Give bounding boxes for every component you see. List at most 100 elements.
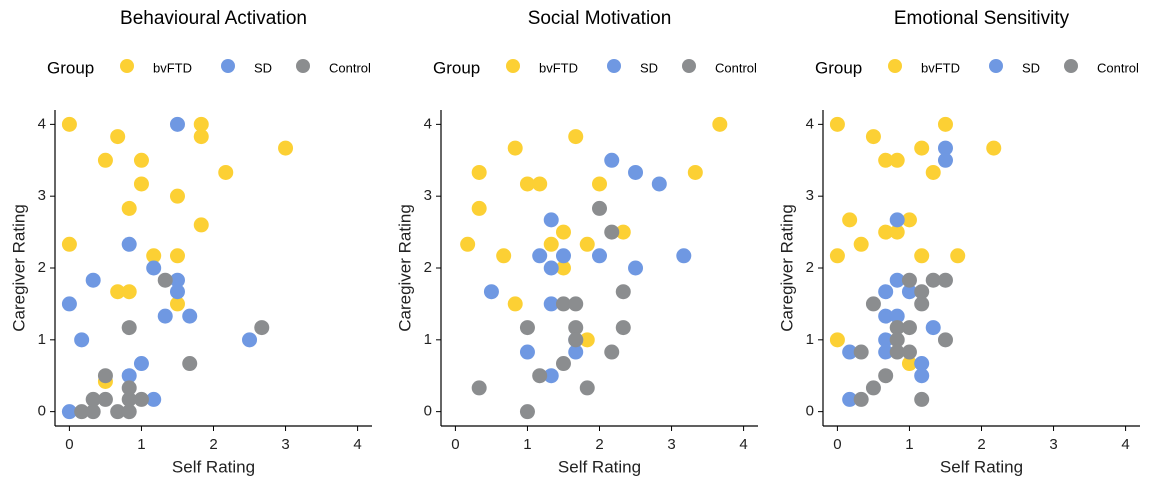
x-tick-label: 0 xyxy=(833,436,841,453)
x-tick-label: 2 xyxy=(595,436,603,453)
point xyxy=(842,212,858,228)
point xyxy=(543,212,559,228)
point xyxy=(61,296,77,312)
point xyxy=(182,308,198,324)
point xyxy=(914,140,930,156)
point xyxy=(121,380,137,396)
point xyxy=(169,284,185,300)
point xyxy=(555,248,571,264)
point xyxy=(471,200,487,216)
legend-label: bvFTD xyxy=(539,60,578,75)
point xyxy=(914,391,930,407)
point xyxy=(878,284,894,300)
point xyxy=(579,236,595,252)
point xyxy=(519,176,535,192)
y-tick-label: 0 xyxy=(806,403,814,420)
point xyxy=(568,344,584,360)
point xyxy=(901,272,917,288)
point xyxy=(853,344,869,360)
point xyxy=(543,260,559,276)
legend-marker xyxy=(221,59,235,73)
legend-title: Group xyxy=(47,58,94,77)
point xyxy=(914,368,930,384)
legend-marker xyxy=(296,59,310,73)
point xyxy=(555,260,571,276)
legend-marker xyxy=(506,59,520,73)
point xyxy=(687,164,703,180)
point xyxy=(615,320,631,336)
point xyxy=(121,320,137,336)
x-tick-label: 1 xyxy=(137,436,145,453)
point xyxy=(842,344,858,360)
x-axis-label: Self Rating xyxy=(940,457,1023,476)
point xyxy=(85,272,101,288)
point xyxy=(889,224,905,240)
x-tick-label: 4 xyxy=(1121,436,1129,453)
point xyxy=(182,356,198,372)
point xyxy=(937,332,953,348)
x-tick-label: 0 xyxy=(451,436,459,453)
legend-title: Group xyxy=(815,58,862,77)
point xyxy=(97,368,113,384)
point xyxy=(121,404,137,420)
legend-marker xyxy=(888,59,902,73)
point xyxy=(193,217,209,233)
point xyxy=(543,368,559,384)
point xyxy=(878,332,894,348)
point xyxy=(829,116,845,132)
point xyxy=(133,391,149,407)
point xyxy=(483,284,499,300)
point xyxy=(532,248,548,264)
point xyxy=(615,284,631,300)
point xyxy=(61,116,77,132)
point xyxy=(604,344,620,360)
point xyxy=(592,176,607,192)
legend-marker xyxy=(120,59,134,73)
point xyxy=(651,176,667,192)
y-tick-label: 1 xyxy=(424,331,432,348)
x-tick-label: 2 xyxy=(209,436,217,453)
point xyxy=(925,272,941,288)
panel-title: Emotional Sensitivity xyxy=(894,8,1070,29)
point xyxy=(937,116,953,132)
point xyxy=(829,248,845,264)
point xyxy=(169,116,185,132)
point xyxy=(842,391,858,407)
point xyxy=(878,152,894,168)
x-tick-label: 4 xyxy=(739,436,747,453)
y-tick-label: 0 xyxy=(424,403,432,420)
point xyxy=(121,368,137,384)
y-axis-label: Caregiver Rating xyxy=(777,204,796,332)
x-tick-label: 3 xyxy=(1049,436,1057,453)
y-tick-label: 0 xyxy=(38,403,46,420)
y-tick-label: 2 xyxy=(806,259,814,276)
point xyxy=(604,224,620,240)
point xyxy=(914,248,930,264)
x-tick-label: 3 xyxy=(667,436,675,453)
point xyxy=(507,140,523,156)
point xyxy=(592,200,607,216)
y-tick-label: 3 xyxy=(806,187,814,204)
legend-label: bvFTD xyxy=(921,60,960,75)
point xyxy=(543,236,559,252)
legend-label: SD xyxy=(640,60,658,75)
point xyxy=(628,260,644,276)
point xyxy=(889,344,905,360)
point xyxy=(254,320,270,336)
legend-marker xyxy=(607,59,621,73)
point xyxy=(74,404,90,420)
point xyxy=(471,164,487,180)
point xyxy=(615,224,631,240)
point xyxy=(169,188,185,204)
point xyxy=(133,356,149,372)
x-tick-label: 1 xyxy=(905,436,913,453)
point xyxy=(218,164,234,180)
legend-marker xyxy=(1064,59,1078,73)
point xyxy=(914,284,930,300)
point xyxy=(169,248,185,264)
point xyxy=(97,391,113,407)
y-tick-label: 3 xyxy=(424,187,432,204)
point xyxy=(555,296,571,312)
point xyxy=(157,272,173,288)
point xyxy=(532,176,548,192)
